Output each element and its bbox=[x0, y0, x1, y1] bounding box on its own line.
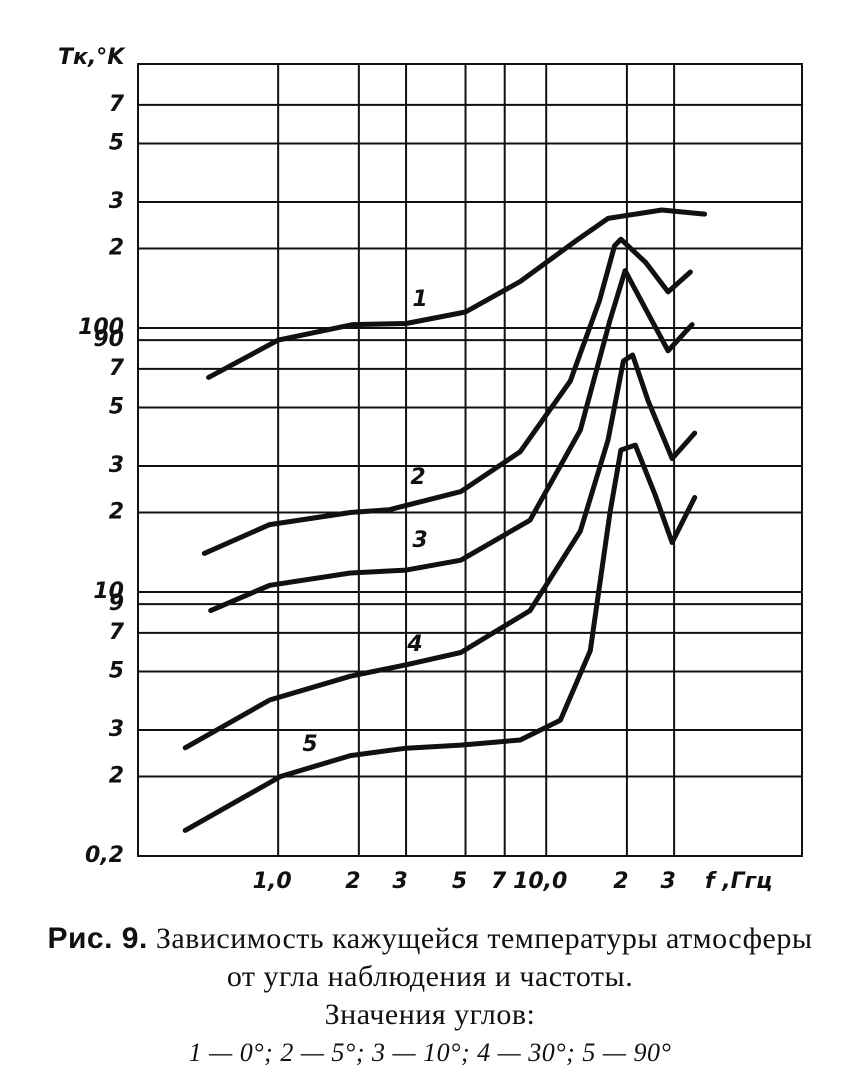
curve-label: 3 bbox=[412, 528, 427, 553]
curve bbox=[206, 207, 708, 380]
y-tick-label: 7 bbox=[109, 356, 125, 381]
curve bbox=[208, 268, 695, 614]
y-tick-label: 2 bbox=[109, 236, 124, 261]
x-axis-label: f ,Ггц bbox=[705, 869, 772, 894]
x-tick-label: 3 bbox=[660, 869, 675, 894]
caption: Рис. 9. Зависимость кажущейся температур… bbox=[40, 920, 820, 1072]
y-tick-label: 3 bbox=[109, 453, 124, 478]
curve bbox=[182, 442, 698, 833]
y-tick-label: 3 bbox=[109, 717, 124, 742]
curve-label: 4 bbox=[406, 632, 422, 657]
y-axis-label: Tк,°K bbox=[58, 45, 126, 70]
y-tick-label: 3 bbox=[109, 189, 124, 214]
y-tick-label: 100 bbox=[78, 315, 124, 340]
caption-text: Рис. 9. Зависимость кажущейся температур… bbox=[40, 920, 820, 996]
x-tick-label: 2 bbox=[613, 869, 628, 894]
caption-legend: 1 — 0°; 2 — 5°; 3 — 10°; 4 — 30°; 5 — 90… bbox=[188, 1038, 672, 1067]
y-tick-label: 2 bbox=[109, 764, 124, 789]
y-tick-label: 0,2 bbox=[85, 843, 124, 868]
y-tick-label: 9 bbox=[109, 591, 124, 616]
x-tick-label: 5 bbox=[452, 869, 467, 894]
y-tick-label: 90 bbox=[93, 327, 124, 352]
caption-body: Зависимость кажущейся температуры атмосф… bbox=[155, 922, 813, 993]
x-tick-label: 7 bbox=[491, 869, 507, 894]
y-tick-label: 10 bbox=[93, 579, 124, 604]
x-tick-label: 1,0 bbox=[253, 869, 292, 894]
x-tick-label: 2 bbox=[345, 869, 360, 894]
y-tick-label: 7 bbox=[109, 92, 125, 117]
curve bbox=[201, 236, 693, 556]
curve-label: 5 bbox=[302, 732, 317, 757]
curve-label: 1 bbox=[412, 287, 427, 312]
curve-label: 2 bbox=[410, 465, 425, 490]
y-tick-label: 7 bbox=[109, 620, 125, 645]
y-tick-label: 5 bbox=[109, 394, 124, 419]
y-tick-label: 5 bbox=[109, 658, 124, 683]
caption-label: Рис. 9. bbox=[47, 922, 148, 955]
x-tick-label: 10,0 bbox=[513, 869, 567, 894]
x-tick-label: 3 bbox=[392, 869, 407, 894]
y-tick-label: 2 bbox=[109, 500, 124, 525]
caption-line: Значения углов: bbox=[324, 998, 536, 1031]
y-tick-label: 5 bbox=[109, 130, 124, 155]
plot-frame bbox=[137, 63, 803, 857]
curve bbox=[182, 352, 698, 751]
